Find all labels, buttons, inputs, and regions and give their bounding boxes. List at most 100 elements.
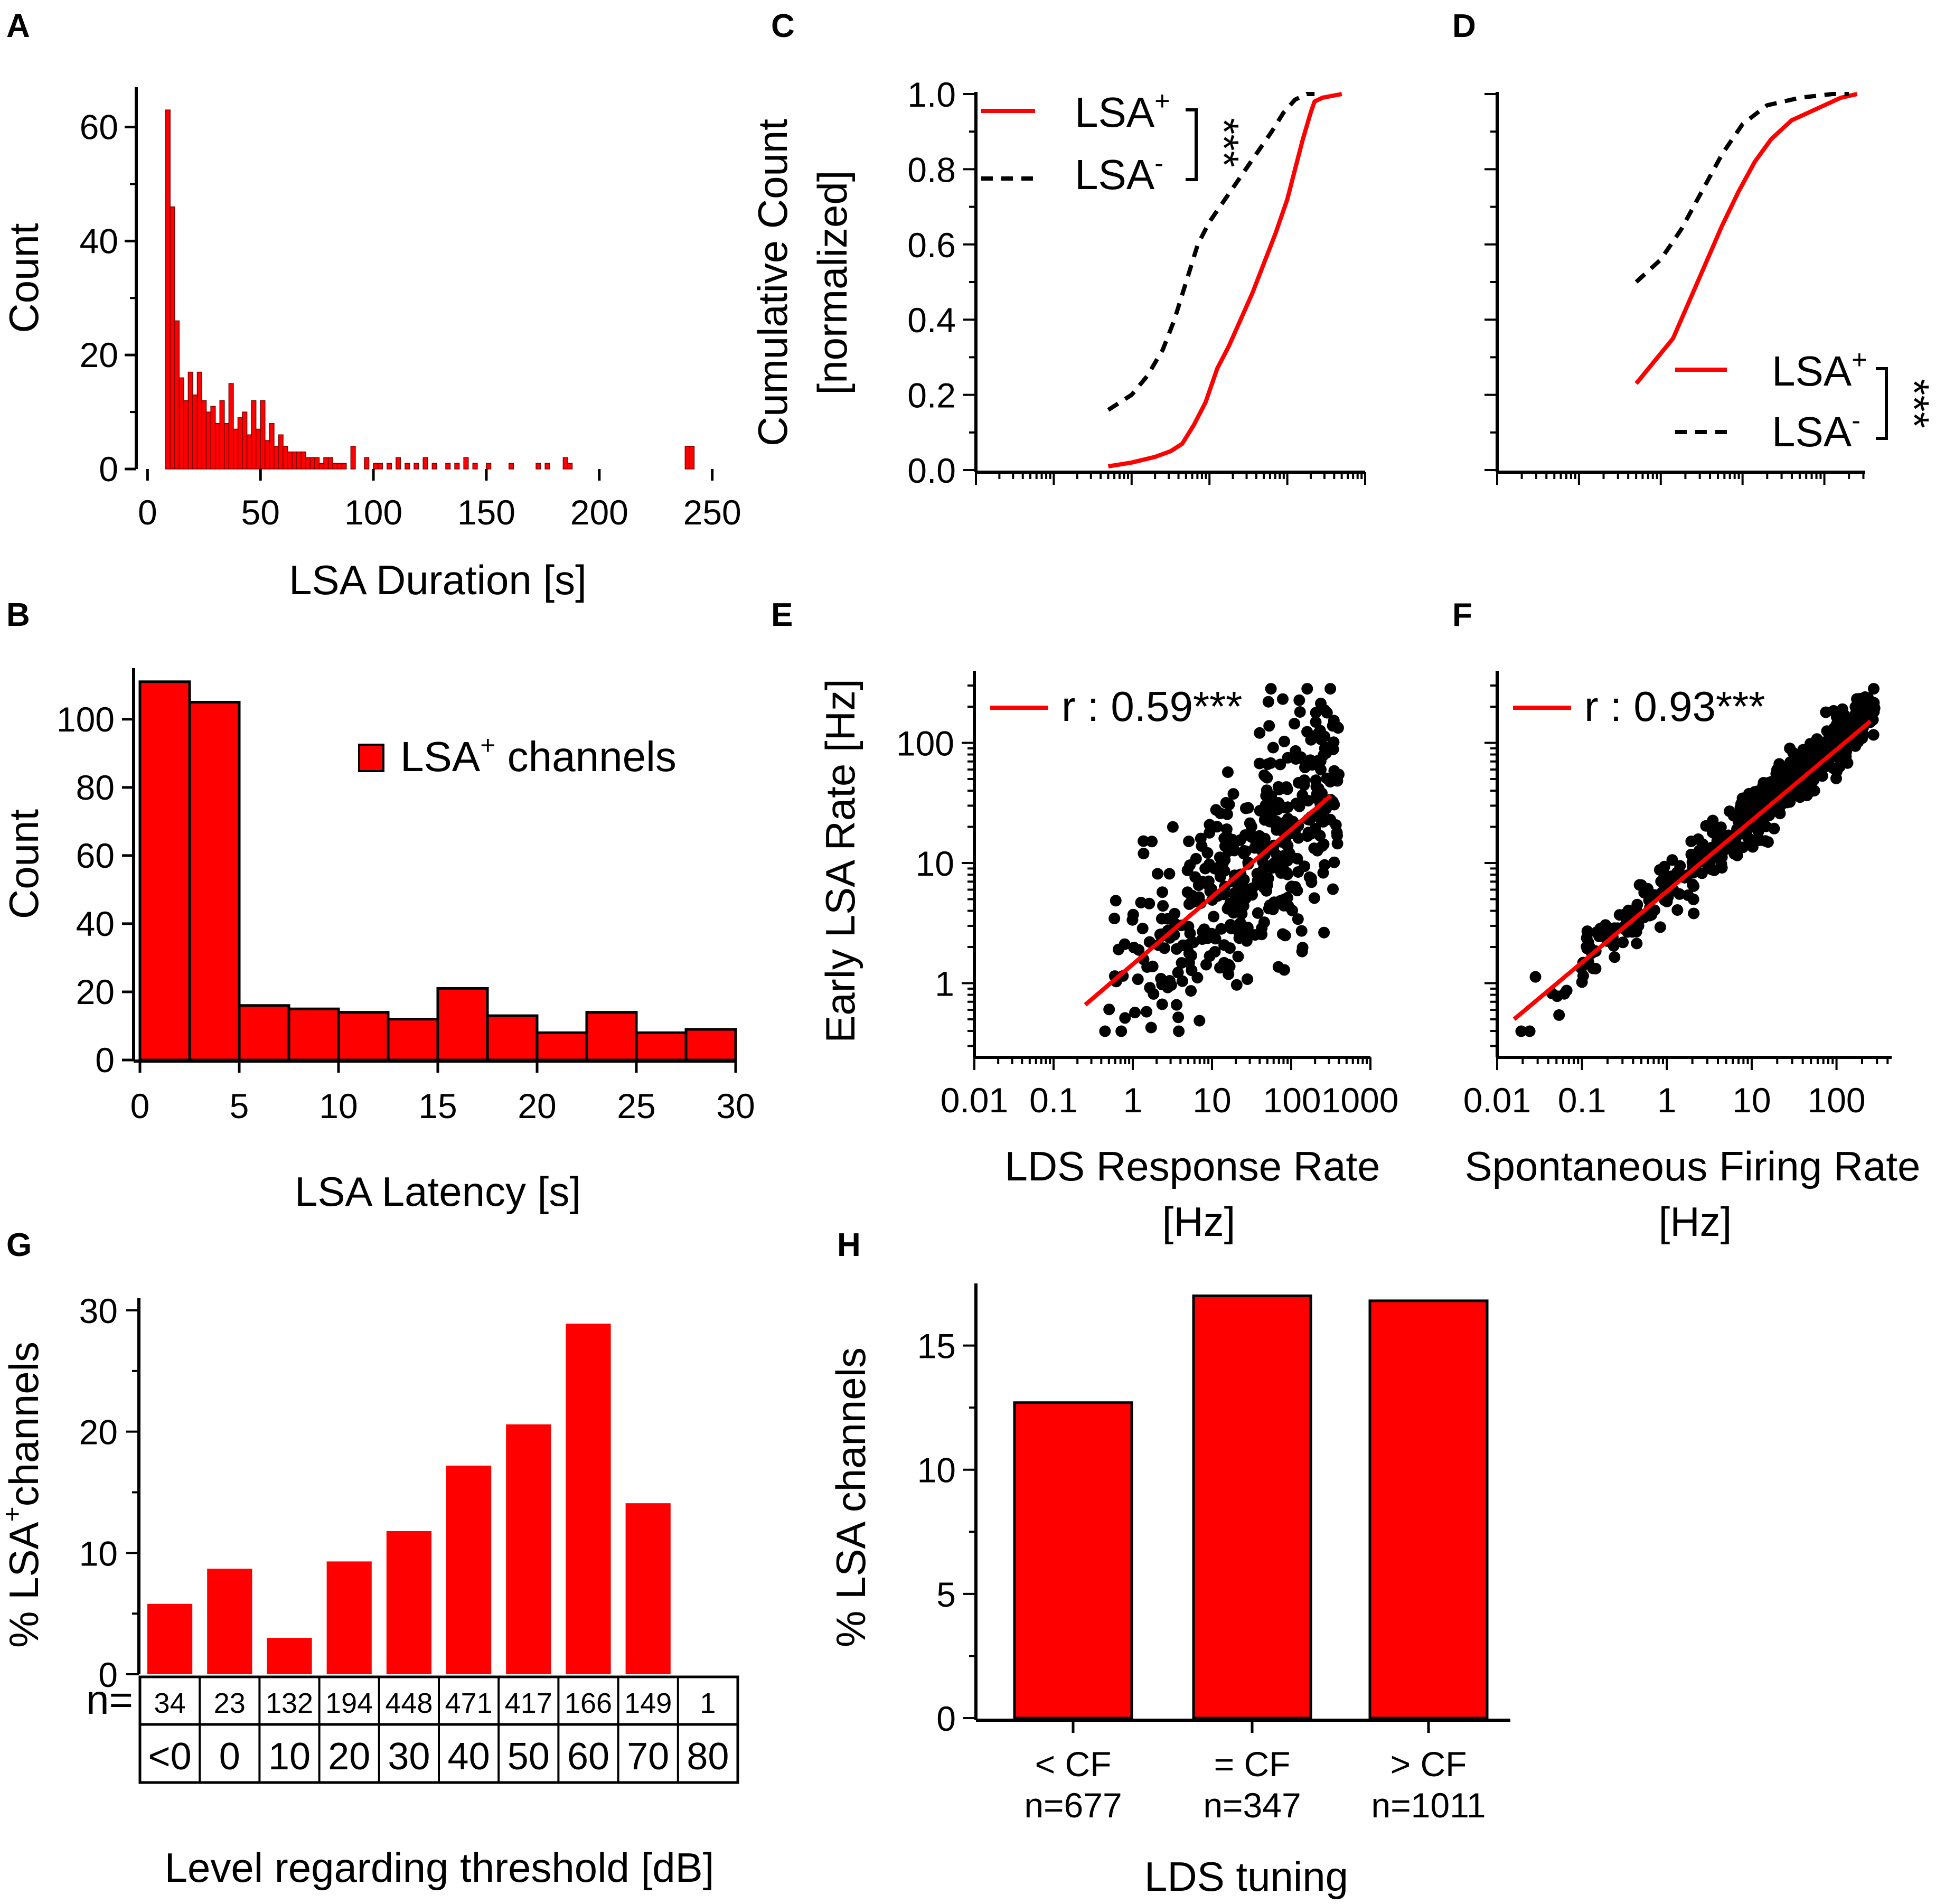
x-axis-label: Level regarding threshold [dB]	[165, 1844, 715, 1891]
data-point	[1263, 720, 1275, 732]
x-tick-label: 1001000	[1263, 1081, 1399, 1120]
data-point	[1692, 833, 1704, 845]
data-point	[1631, 937, 1643, 950]
data-point	[1235, 888, 1247, 900]
data-point	[1315, 764, 1327, 776]
bar	[265, 440, 270, 470]
data-point	[1827, 736, 1839, 748]
data-point	[1327, 720, 1339, 732]
bar	[1192, 1295, 1312, 1720]
bar	[396, 457, 401, 470]
bar	[292, 451, 297, 470]
data-point	[1253, 757, 1265, 770]
x-category-label: = CF	[1214, 1744, 1291, 1784]
bar	[463, 457, 469, 470]
bar	[178, 377, 184, 470]
y-tick-label: 0.6	[907, 226, 956, 265]
bar	[219, 400, 225, 470]
data-point	[1220, 823, 1233, 835]
x-tick-label: 15	[418, 1086, 457, 1125]
data-point	[1784, 743, 1796, 754]
bar	[436, 987, 489, 1062]
data-point	[1214, 962, 1226, 974]
y-tick-label: 0	[936, 1699, 956, 1738]
data-point	[1186, 964, 1198, 977]
fit-line	[1084, 794, 1332, 1007]
n-value: 471	[445, 1687, 493, 1719]
data-point	[1215, 923, 1227, 935]
data-point	[1617, 936, 1629, 949]
bar	[174, 320, 180, 470]
data-point	[1801, 783, 1813, 795]
y-tick-label: 0.2	[907, 376, 956, 415]
x-axis-label: LDS tuning	[1144, 1853, 1348, 1900]
chart-d: LSA+ LSA- ***	[1484, 92, 1938, 485]
data-point	[1296, 945, 1308, 958]
x-category-label: 10	[268, 1736, 311, 1778]
data-point	[1262, 696, 1274, 708]
panel-label-f: F	[1452, 597, 1472, 633]
data-point	[1315, 734, 1327, 745]
x-axis-label-units: [Hz]	[1659, 1198, 1732, 1245]
bar	[274, 446, 279, 470]
data-point	[1296, 789, 1309, 801]
bar	[242, 411, 248, 470]
x-category-n: n=347	[1203, 1786, 1301, 1825]
bar	[486, 463, 492, 470]
data-point	[1163, 975, 1176, 987]
bar	[445, 463, 451, 470]
data-point	[1217, 857, 1229, 869]
y-tick-label: 10	[916, 844, 954, 883]
data-point	[1773, 805, 1786, 817]
x-tick-label: 1	[1657, 1081, 1677, 1120]
data-point	[1110, 895, 1122, 907]
data-point	[1186, 950, 1197, 962]
data-point	[1736, 792, 1749, 804]
data-point	[1141, 1006, 1152, 1018]
bar	[196, 371, 202, 470]
x-tick-label: 10	[1192, 1081, 1231, 1120]
bar	[472, 463, 478, 470]
y-tick-label: 80	[76, 768, 115, 807]
data-point	[1238, 848, 1250, 860]
data-point	[1529, 971, 1542, 983]
data-point	[1696, 867, 1708, 879]
x-tick-label: 10	[1732, 1081, 1771, 1120]
data-point	[1172, 1011, 1185, 1024]
data-point	[1173, 1025, 1185, 1037]
data-point	[1551, 990, 1563, 1002]
data-point	[1167, 821, 1179, 833]
data-point	[1553, 1009, 1565, 1021]
significance-stars: ***	[1200, 118, 1247, 167]
bar	[238, 1004, 290, 1062]
bar	[535, 1031, 588, 1062]
chart-g: 0 10 20 30 34 23 132 194 448 471 417 166 149 1 <0 0 10 20…	[0, 1291, 739, 1891]
data-point	[1138, 848, 1150, 860]
bar	[689, 446, 695, 470]
data-point	[1196, 840, 1208, 852]
data-point	[1293, 800, 1305, 812]
data-point	[1310, 707, 1322, 719]
bar	[224, 423, 230, 470]
data-point	[1330, 819, 1342, 831]
y-tick-label: 5	[936, 1575, 956, 1614]
x-category-label: 80	[687, 1736, 729, 1778]
data-point	[1242, 973, 1253, 985]
data-point	[1103, 1003, 1115, 1016]
data-point	[1274, 758, 1286, 771]
y-tick-label: 1.0	[907, 75, 956, 114]
bar	[207, 1569, 252, 1674]
data-point	[1156, 998, 1168, 1010]
x-tick-label: 5	[230, 1086, 249, 1125]
data-point	[1204, 827, 1216, 839]
data-point	[1298, 779, 1310, 791]
data-point	[1256, 922, 1268, 934]
bar	[364, 457, 370, 470]
data-point	[1286, 880, 1298, 893]
data-point	[1227, 788, 1239, 800]
x-axis-label: Spontaneous Firing Rate	[1465, 1143, 1921, 1189]
data-point	[1711, 831, 1723, 843]
data-point	[1306, 731, 1318, 744]
data-point	[1132, 973, 1144, 986]
chart-h: 0 5 10 15 < CFn=677 = CFn=347 > CFn=1011 LDS tu…	[828, 1283, 1510, 1900]
